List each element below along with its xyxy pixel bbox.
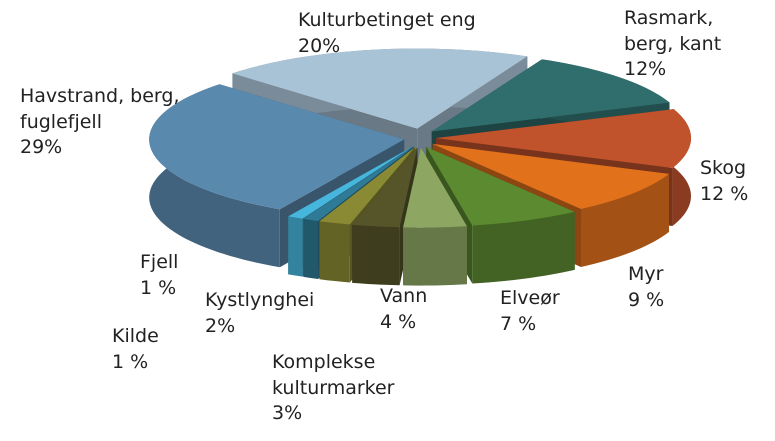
slice-top — [232, 48, 528, 129]
slice-top — [432, 143, 670, 209]
slice-label: Komplekse kulturmarker 3% — [272, 350, 442, 427]
slice-top — [288, 146, 413, 219]
value-label: 12 % — [700, 182, 749, 205]
category-label: Kilde — [112, 325, 159, 347]
category-label: Myr — [628, 263, 664, 285]
slice-top — [303, 146, 414, 221]
category-label: Vann — [380, 285, 428, 307]
category-label: Kulturbetinget eng — [298, 9, 476, 31]
value-label: 1 % — [140, 276, 177, 299]
slice — [352, 147, 418, 286]
category-label: Skog — [700, 157, 747, 179]
slice-top — [319, 147, 415, 225]
value-label: 7 % — [500, 312, 537, 335]
slice-label: Rasmark, berg, kant 12% — [624, 6, 742, 83]
slice-top — [403, 147, 467, 228]
slice-top — [426, 146, 575, 226]
value-label: 1 % — [112, 350, 149, 373]
slice — [403, 147, 467, 286]
slice-wall — [403, 226, 467, 286]
value-label: 20% — [298, 34, 341, 57]
slice-label: Kystlynghei 2% — [205, 288, 345, 339]
value-label: 4 % — [380, 310, 417, 333]
slice-label: Kilde 1 % — [112, 324, 192, 375]
slice-label: Elveør 7 % — [500, 286, 580, 337]
value-label: 9 % — [628, 288, 665, 311]
category-label: Elveør — [500, 287, 560, 309]
slice-label: Fjell 1 % — [140, 250, 220, 301]
value-label: 2% — [205, 314, 236, 337]
slice-label: Havstrand, berg, fuglefjell 29% — [20, 84, 225, 161]
slice-label: Vann 4 % — [380, 284, 460, 335]
category-label: Fjell — [140, 251, 179, 273]
category-label: Komplekse kulturmarker — [272, 351, 395, 399]
slice-wall — [352, 224, 400, 286]
value-label: 3% — [272, 402, 303, 425]
category-label: Kystlynghei — [205, 289, 315, 311]
slice-wall — [288, 216, 303, 277]
slice-label: Myr 9 % — [628, 262, 708, 313]
slice-label: Skog 12 % — [700, 156, 775, 207]
slice-wall — [472, 211, 575, 284]
slice-wall — [581, 173, 670, 267]
category-label: Havstrand, berg, fuglefjell — [20, 85, 180, 133]
slice-label: Kulturbetinget eng 20% — [298, 8, 548, 59]
slice-top — [149, 84, 405, 210]
slice-wall — [303, 218, 319, 279]
value-label: 29% — [20, 136, 63, 159]
slice-top — [431, 59, 670, 132]
category-label: Rasmark, berg, kant — [624, 7, 722, 55]
slice-top — [435, 109, 691, 169]
value-label: 12% — [624, 58, 667, 81]
slice-wall — [319, 221, 350, 283]
slice-top — [352, 147, 418, 228]
